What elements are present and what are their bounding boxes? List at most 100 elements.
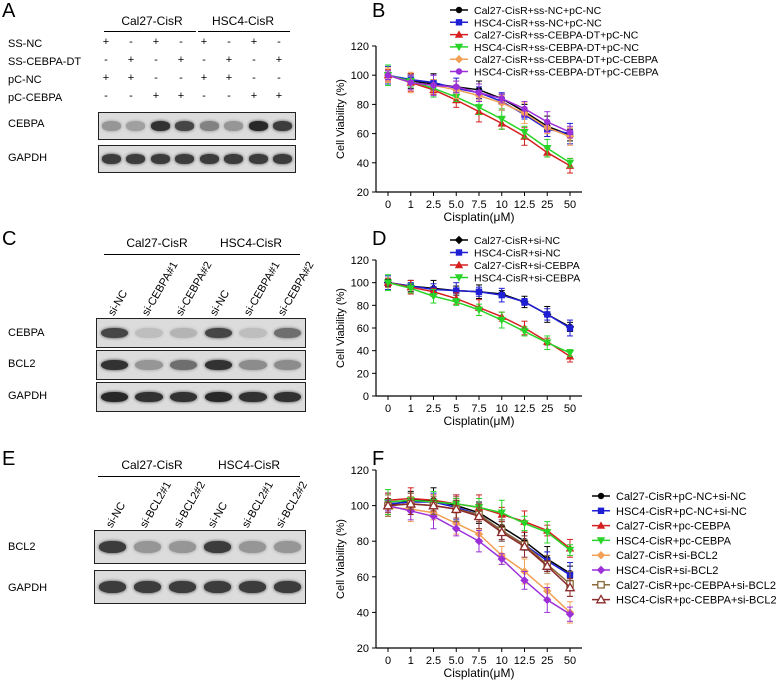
y-tick-label: 40 [357, 158, 369, 170]
condition-sign: - [179, 72, 183, 84]
data-point [454, 260, 464, 269]
legend-entry: HSC4-CisR+ss-CEBPA-DT+pC-NC [474, 42, 639, 54]
blot-band [203, 540, 232, 554]
condition-sign: + [200, 36, 208, 48]
x-tick-label: 7.5 [471, 199, 486, 211]
data-point [497, 316, 506, 325]
blot-band [170, 391, 198, 403]
blot-band [175, 154, 195, 164]
group-line [198, 476, 300, 477]
blot-label-bcl2: BCL2 [8, 358, 36, 370]
lane-label: si-NC [106, 288, 131, 318]
legend-entry: HSC4-CisR+pC-NC+si-NC [616, 506, 747, 518]
data-point [520, 576, 529, 585]
y-tick-label: 60 [357, 323, 369, 335]
blot-band [126, 154, 146, 164]
legend-entry: HSC4-CisR+si-CEBPA [474, 273, 580, 285]
blot-label-cebpa: CEBPA [8, 327, 45, 339]
condition-sign: + [127, 54, 135, 66]
blot-band [135, 391, 163, 403]
data-point [597, 580, 605, 589]
x-axis-label: Cisplatin(μM) [444, 414, 515, 428]
blot-band [175, 121, 195, 131]
y-tick-label: 20 [357, 368, 369, 380]
y-tick-label: 120 [351, 465, 369, 477]
blot-band [135, 359, 163, 371]
data-point [454, 43, 464, 52]
y-tick-label: 60 [357, 129, 369, 141]
data-point [497, 115, 506, 124]
legend-entry: HSC4-CisR+ss-CEBPA-DT+pC-CEBPA [474, 67, 659, 79]
condition-sign: - [104, 54, 108, 66]
x-tick-label: 1 [408, 403, 414, 415]
data-point [452, 298, 461, 307]
y-axis-label: Cell Viability (%) [335, 519, 347, 599]
legend: Cal27-CisR+pC-NC+si-NC HSC4-CisR+pC-NC+si… [592, 491, 776, 607]
blot-band [239, 327, 267, 339]
blot-band [224, 154, 244, 164]
group-title-hsc4: HSC4-CisR [211, 14, 274, 28]
data-point [454, 274, 464, 282]
condition-sign: - [179, 36, 183, 48]
blot-label-cebpa: CEBPA [8, 118, 45, 130]
blot-label-gapdh: GAPDH [8, 152, 48, 164]
condition-sign: - [129, 36, 133, 48]
data-point [455, 19, 463, 26]
blot-band [274, 327, 302, 339]
data-point [544, 118, 551, 126]
blot-cebpa [96, 318, 306, 348]
x-tick-label: 0 [385, 199, 391, 211]
data-point [596, 565, 606, 575]
condition-sign: - [227, 36, 231, 48]
x-tick-label: 2.5 [426, 199, 441, 211]
group-title-hsc4: HSC4-CisR [217, 458, 280, 472]
blot-bcl2 [94, 530, 306, 564]
data-point [454, 30, 464, 38]
group-title-cal27: Cal27-CisR [121, 14, 183, 28]
blot-band [170, 359, 198, 371]
legend-entry: Cal27-CisR+si-BCL2 [616, 550, 718, 562]
x-tick-label: 10 [496, 655, 508, 667]
x-tick-label: 25 [541, 655, 553, 667]
blot-band [273, 121, 293, 131]
data-point [383, 279, 393, 287]
data-point [596, 551, 606, 560]
blot-band [100, 359, 128, 371]
data-point [474, 104, 484, 112]
legend-entry: HSC4-CisR+si-NC [474, 248, 561, 260]
data-point [430, 82, 437, 89]
blot-band [273, 540, 302, 554]
condition-sign: - [154, 72, 158, 84]
lane-label: si-BCL2#1 [138, 479, 175, 530]
data-point [565, 349, 575, 358]
y-tick-label: 60 [357, 572, 369, 584]
condition-sign: + [275, 54, 283, 66]
series [382, 492, 576, 597]
y-tick-label: 80 [357, 536, 369, 548]
condition-sign: + [250, 36, 258, 48]
data-point [497, 509, 506, 517]
condition-label: SS-CEBPA-DT [8, 56, 82, 68]
data-point [454, 235, 464, 245]
condition-sign: - [252, 72, 256, 84]
blot-band [239, 359, 267, 371]
data-point [450, 503, 462, 514]
data-point [475, 288, 483, 295]
data-point [596, 521, 606, 529]
condition-sign: - [277, 72, 281, 84]
data-point [597, 507, 605, 514]
y-axis-label: Cell Viability (%) [335, 79, 347, 159]
blot-band [100, 391, 128, 403]
data-point [406, 285, 415, 293]
data-point [429, 293, 438, 301]
condition-sign: - [154, 54, 158, 66]
x-tick-label: 25 [541, 403, 553, 415]
blot-band [101, 121, 121, 131]
blot-band [273, 154, 293, 164]
blot-label-gapdh: GAPDH [8, 582, 48, 594]
group-line [104, 31, 196, 32]
condition-sign: + [200, 72, 208, 84]
